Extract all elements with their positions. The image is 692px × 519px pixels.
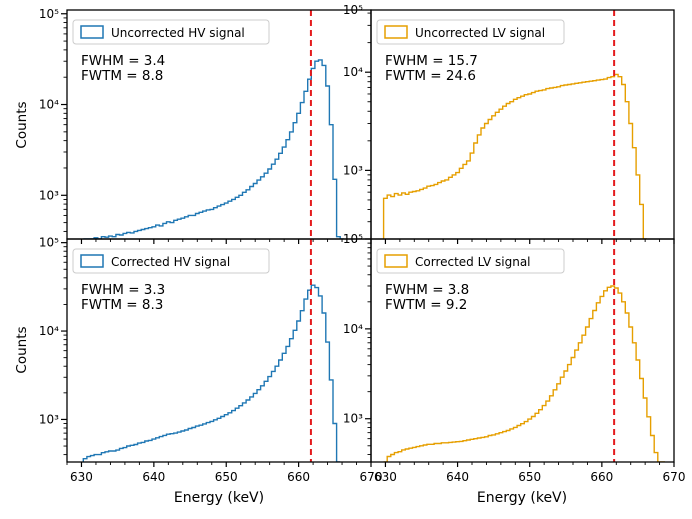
legend-label: Uncorrected LV signal [415,26,545,40]
legend-box [376,248,565,274]
panel-uncorrected-hv: 10³ 10⁴ 10⁵ Uncorrected HV signal FWHM = 3.4… [39,7,372,244]
histogram-corrected-hv [82,284,341,462]
fwhm-annotation: FWHM = 15.7 [385,53,478,69]
legend-swatch [384,254,408,268]
y-tick-label: 10⁵ [343,232,363,246]
panel-corrected-lv: 10³ 10⁴ 10⁵ 630 640 650 660 670 Corrected LV sig… [343,232,686,484]
legend-box [72,248,270,274]
y-tick-label: 10³ [343,163,363,177]
legend-swatch [384,25,408,39]
histogram-corrected-lv [383,285,665,462]
y-tick-label: 10⁵ [39,7,59,21]
fwtm-annotation: FWTM = 8.8 [81,68,163,84]
legend-box [72,19,270,45]
fwtm-annotation: FWTM = 8.3 [81,297,163,313]
histogram-uncorrected-hv [83,59,344,239]
y-tick-label: 10⁴ [39,324,59,338]
axes-frame [370,238,675,463]
y-tick-label: 10³ [39,412,59,426]
y-axis-label-top: Counts [14,101,30,148]
legend-swatch [80,25,104,39]
legend-box [376,19,565,45]
x-tick-label: 670 [663,470,686,484]
fwtm-annotation: FWTM = 9.2 [385,297,467,313]
y-tick-label: 10⁵ [39,236,59,250]
x-tick-label: 640 [142,470,165,484]
x-tick-label: 660 [287,470,310,484]
fwtm-annotation: FWTM = 24.6 [385,68,476,84]
panel-uncorrected-lv: 10³ 10⁴ 10⁵ Uncorrected LV signal FWHM = 15.… [343,3,675,244]
y-tick-label: 10³ [343,412,363,426]
y-axis-label-bottom: Counts [14,326,30,373]
x-tick-label: 670 [360,470,383,484]
fwhm-annotation: FWHM = 3.8 [385,282,469,298]
x-axis-label-right: Energy (keV) [477,490,567,506]
legend-swatch [80,254,104,268]
legend-label: Corrected HV signal [111,255,230,269]
x-tick-label: 660 [590,470,613,484]
legend-label: Uncorrected HV signal [111,26,245,40]
x-tick-label: 650 [518,470,541,484]
fwhm-annotation: FWHM = 3.4 [81,53,165,69]
x-axis-label-left: Energy (keV) [174,490,264,506]
y-tick-label: 10⁴ [343,65,363,79]
y-tick-label: 10³ [39,188,59,202]
x-tick-label: 640 [446,470,469,484]
y-tick-label: 10⁴ [39,98,59,112]
x-tick-label: 630 [70,470,93,484]
x-tick-label: 650 [215,470,238,484]
fwhm-annotation: FWHM = 3.3 [81,282,165,298]
panel-corrected-hv: 10³ 10⁴ 10⁵ 630 640 650 660 670 Corrected HV sig… [39,236,383,484]
x-tick-label: 630 [374,470,397,484]
histogram-uncorrected-lv [382,73,647,239]
y-tick-label: 10⁵ [343,3,363,17]
legend-label: Corrected LV signal [415,255,531,269]
y-tick-label: 10⁴ [343,322,363,336]
